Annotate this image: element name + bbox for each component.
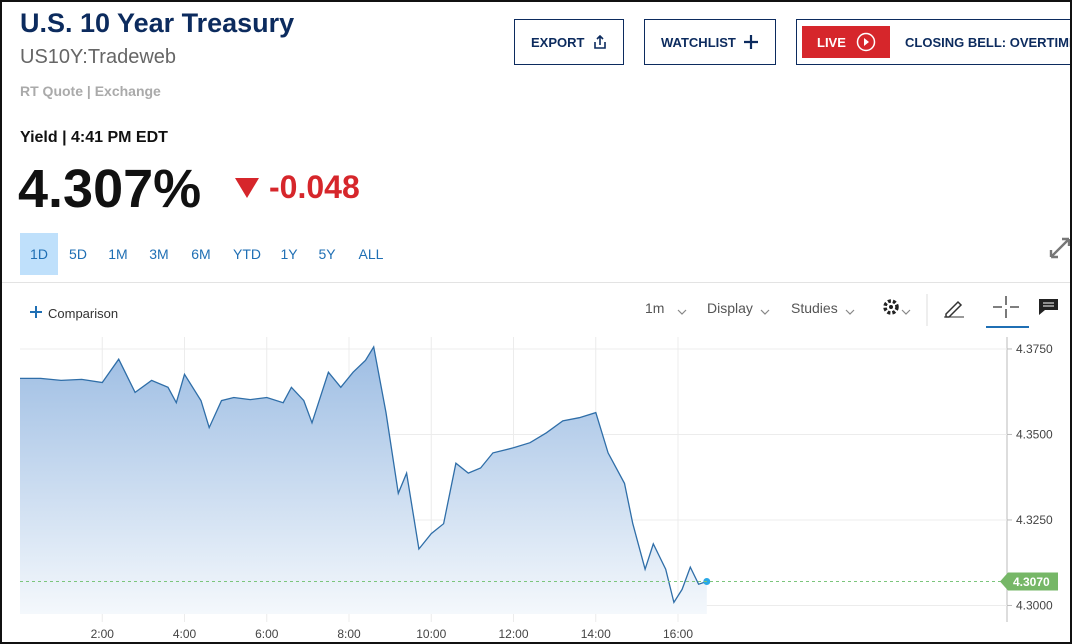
price: 4.307% <box>18 159 202 219</box>
y-tick-label: 4.3000 <box>1016 598 1053 612</box>
x-tick-label: 2:00 <box>91 627 115 641</box>
divider <box>2 282 1070 283</box>
studies-menu[interactable]: Studies <box>791 300 838 316</box>
x-tick-label: 14:00 <box>581 627 611 641</box>
live-label: LIVE <box>817 35 846 50</box>
range-tab[interactable]: 1M <box>108 246 128 262</box>
y-tick-label: 4.3750 <box>1016 342 1053 356</box>
live-badge: LIVE <box>802 26 890 58</box>
x-tick-label: 6:00 <box>255 627 279 641</box>
x-tick-label: 16:00 <box>663 627 693 641</box>
export-icon <box>594 35 606 49</box>
last-value-label: 4.3070 <box>1013 575 1050 589</box>
play-icon <box>856 32 876 52</box>
range-tab[interactable]: ALL <box>358 246 384 262</box>
watchlist-button[interactable]: WATCHLIST <box>644 19 776 65</box>
quote-label: Yield | 4:41 PM EDT <box>20 129 168 146</box>
interval[interactable]: 1m <box>645 300 665 316</box>
live-show: CLOSING BELL: OVERTIME <box>905 35 1072 50</box>
range-tab[interactable]: YTD <box>233 246 261 262</box>
comparison[interactable]: Comparison <box>48 306 119 321</box>
x-tick-label: 10:00 <box>416 627 446 641</box>
x-tick-label: 8:00 <box>337 627 361 641</box>
range-tab[interactable]: 1Y <box>280 246 298 262</box>
x-tick-label: 4:00 <box>173 627 197 641</box>
source: RT Quote | Exchange <box>20 83 161 99</box>
title: U.S. 10 Year Treasury <box>20 8 295 38</box>
range-tab[interactable]: 6M <box>191 246 211 262</box>
expand-icon[interactable] <box>1048 236 1072 260</box>
change: -0.048 <box>269 169 360 205</box>
export-label: EXPORT <box>531 35 585 50</box>
down-arrow <box>235 178 259 198</box>
export-button[interactable]: EXPORT <box>514 19 624 65</box>
symbol: US10Y:Tradeweb <box>20 46 177 68</box>
live-button[interactable]: LIVE CLOSING BELL: OVERTIME <box>796 19 1072 65</box>
y-tick-label: 4.3500 <box>1016 427 1053 441</box>
area <box>20 346 707 614</box>
toolbar-icons <box>677 294 1058 328</box>
range-tab[interactable]: 5Y <box>318 246 336 262</box>
range-tab[interactable]: 3M <box>149 246 169 262</box>
watchlist-label: WATCHLIST <box>661 35 736 50</box>
x-tick-label: 12:00 <box>498 627 528 641</box>
last-value-tag <box>1000 572 1058 591</box>
line <box>20 345 708 605</box>
range-tab[interactable]: 1D <box>20 233 58 275</box>
y-tick-label: 4.3250 <box>1016 513 1053 527</box>
plus-icon <box>744 35 758 49</box>
plus-icon <box>30 306 42 318</box>
range-tab[interactable]: 5D <box>69 246 87 262</box>
display-menu[interactable]: Display <box>707 300 753 316</box>
